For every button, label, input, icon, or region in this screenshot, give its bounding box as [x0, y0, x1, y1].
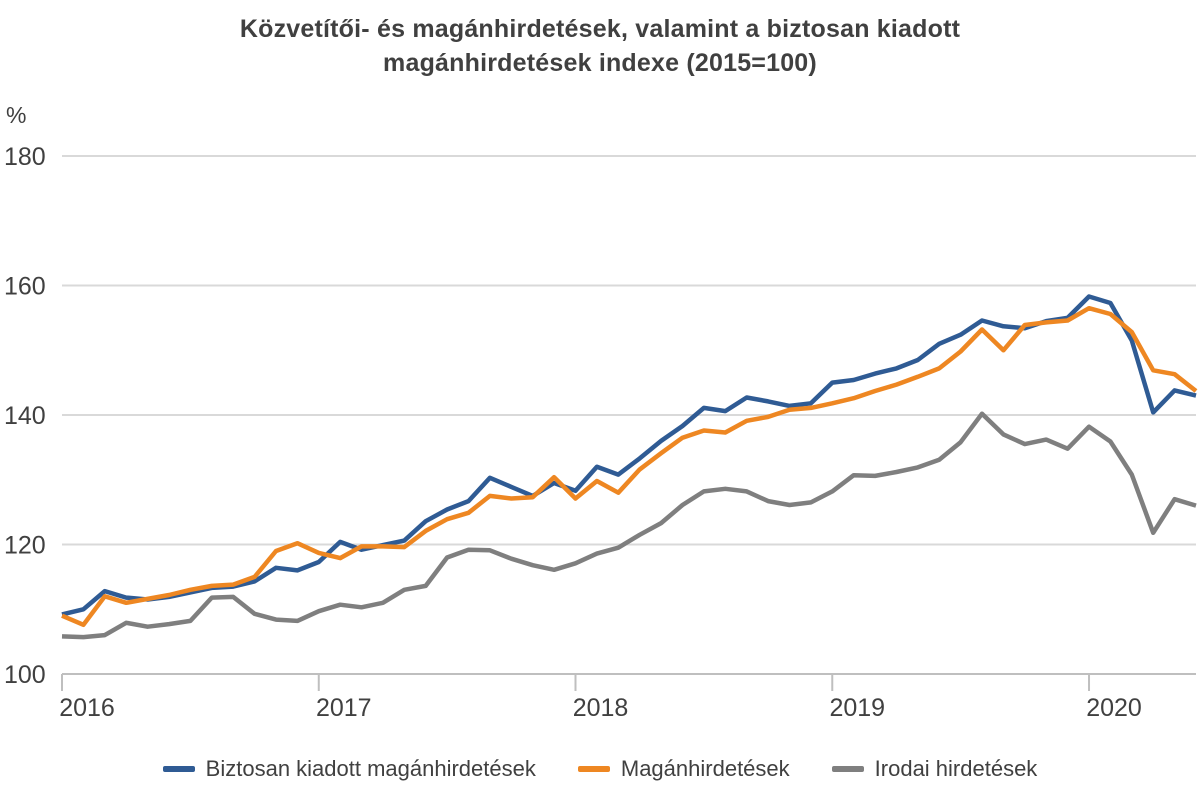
- y-axis-label-140: 140: [4, 402, 46, 430]
- x-axis-label-2016: 2016: [59, 694, 115, 722]
- y-axis-unit-label: %: [6, 102, 26, 128]
- legend-item-biztosan-kiadott: Biztosan kiadott magánhirdetések: [162, 756, 536, 782]
- legend-item-maganhirdetesek: Magánhirdetések: [577, 756, 790, 782]
- x-axis-label-2018: 2018: [573, 694, 629, 722]
- series-line-maganhirdetesek: [61, 305, 1198, 628]
- y-axis-label-160: 160: [4, 273, 46, 301]
- legend-dash-icon: [831, 766, 864, 772]
- x-axis-label-2020: 2020: [1086, 694, 1142, 722]
- y-axis-label-100: 100: [4, 661, 46, 689]
- legend-label: Magánhirdetések: [620, 756, 790, 781]
- y-axis-label-120: 120: [4, 532, 46, 560]
- legend-label: Irodai hirdetések: [874, 756, 1038, 781]
- chart-title-line1: Közvetítői- és magánhirdetések, valamint…: [239, 15, 961, 43]
- x-axis-label-2019: 2019: [829, 694, 885, 722]
- legend-item-irodai-hirdetesek: Irodai hirdetések: [831, 756, 1038, 782]
- legend-dash-icon: [162, 766, 195, 772]
- chart-title-line2: magánhirdetések indexe (2015=100): [383, 49, 817, 77]
- chart-legend: Biztosan kiadott magánhirdetések Magánhir…: [0, 756, 1200, 782]
- series-line-biztosan-kiadott: [61, 294, 1197, 617]
- y-axis-label-180: 180: [4, 143, 46, 171]
- series-line-irodai-hirdetesek: [61, 411, 1197, 640]
- x-axis-label-2017: 2017: [316, 694, 372, 722]
- legend-label: Biztosan kiadott magánhirdetések: [205, 756, 536, 781]
- chart-title: Közvetítői- és magánhirdetések, valamint…: [0, 12, 1200, 80]
- legend-dash-icon: [577, 766, 610, 772]
